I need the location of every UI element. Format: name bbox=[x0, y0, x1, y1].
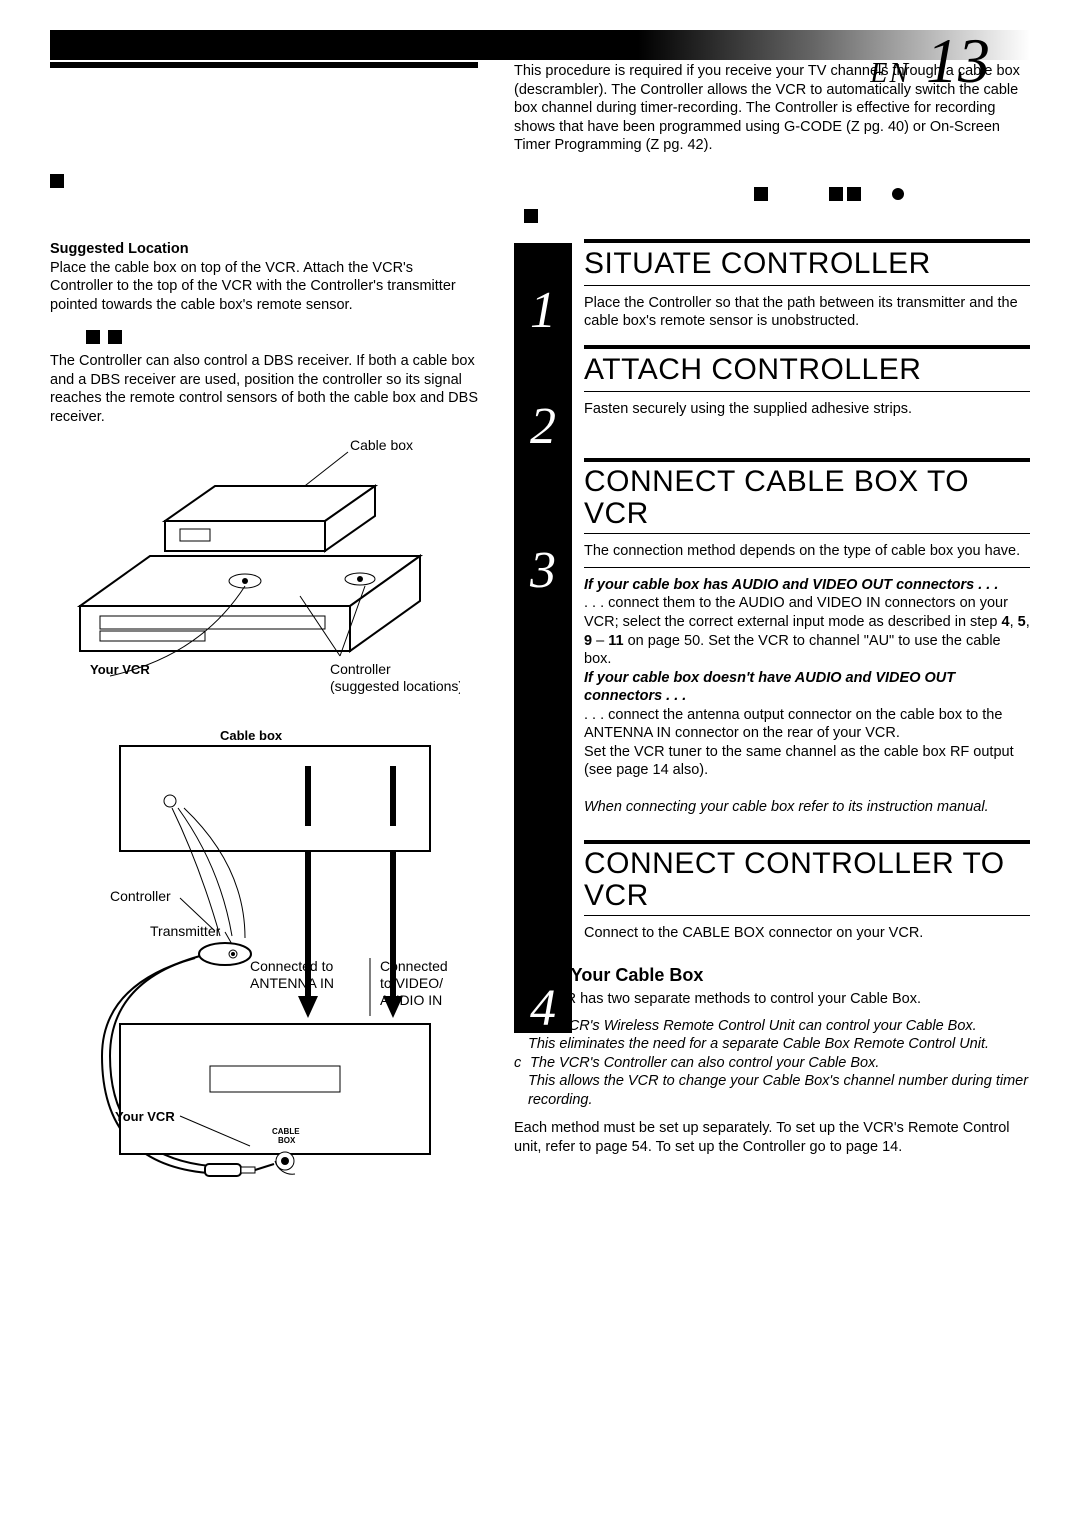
svg-text:Transmitter: Transmitter bbox=[150, 923, 221, 939]
left-column: Suggested Location Place the cable box o… bbox=[50, 62, 478, 1226]
dbs-paragraph: The Controller can also control a DBS re… bbox=[50, 352, 478, 426]
square-icon bbox=[50, 174, 64, 188]
step2-body: Fasten securely using the supplied adhes… bbox=[584, 400, 1030, 419]
dot-icon bbox=[892, 188, 904, 200]
diagram-wiring: Cable box Controller Transmitter C bbox=[50, 726, 460, 1226]
step3-if2: If your cable box doesn't have AUDIO and… bbox=[584, 669, 1030, 706]
svg-text:Connected to: Connected to bbox=[250, 958, 333, 974]
svg-text:(suggested locations): (suggested locations) bbox=[330, 678, 460, 694]
svg-text:Cable box: Cable box bbox=[220, 728, 283, 743]
svg-text:Connected: Connected bbox=[380, 958, 448, 974]
intro-paragraph: This procedure is required if you receiv… bbox=[514, 62, 1030, 155]
header-gradient: EN 13 bbox=[50, 30, 1030, 60]
step3-if1: If your cable box has AUDIO and VIDEO OU… bbox=[584, 576, 1030, 595]
step3-body1: The connection method depends on the typ… bbox=[584, 542, 1030, 561]
svg-text:Controller: Controller bbox=[330, 661, 391, 677]
svg-text:Your VCR: Your VCR bbox=[90, 662, 150, 677]
square-icon bbox=[524, 209, 538, 223]
step3-note: When connecting your cable box refer to … bbox=[584, 798, 1030, 817]
svg-text:BOX: BOX bbox=[278, 1136, 296, 1145]
about-bullet2: c The VCR's Controller can also control … bbox=[514, 1054, 1030, 1110]
step4-body: Connect to the CABLE BOX connector on yo… bbox=[584, 924, 1030, 943]
step1-body: Place the Controller so that the path be… bbox=[584, 294, 1030, 331]
square-icon bbox=[86, 330, 100, 344]
step-number: 4 bbox=[514, 979, 572, 1038]
step-number-strip bbox=[514, 243, 572, 1033]
suggested-location-body: Place the cable box on top of the VCR. A… bbox=[50, 259, 478, 315]
step4-title: CONNECT CONTROLLER TO VCR bbox=[584, 848, 1030, 911]
square-icon bbox=[829, 187, 843, 201]
about-p2: Each method must be set up separately. T… bbox=[514, 1119, 1030, 1156]
svg-text:CABLE: CABLE bbox=[272, 1127, 300, 1136]
step3-if1-body: . . . connect them to the AUDIO and VIDE… bbox=[584, 594, 1030, 668]
step2-title: ATTACH CONTROLLER bbox=[584, 353, 1030, 387]
svg-text:AUDIO IN: AUDIO IN bbox=[380, 992, 442, 1008]
step-number: 1 bbox=[514, 281, 572, 340]
square-icon bbox=[108, 330, 122, 344]
step1-title: SITUATE CONTROLLER bbox=[584, 247, 1030, 281]
svg-text:Controller: Controller bbox=[110, 888, 171, 904]
svg-text:ANTENNA IN: ANTENNA IN bbox=[250, 975, 334, 991]
right-column: This procedure is required if you receiv… bbox=[514, 62, 1030, 1226]
diagram-vcr-cablebox-iso: Cable box Your VCR Controller (sugg bbox=[50, 426, 460, 726]
about-heading: About Your Cable Box bbox=[514, 965, 1030, 986]
svg-text:Cable box: Cable box bbox=[350, 437, 413, 453]
step-number: 3 bbox=[514, 541, 572, 600]
step3-if2-body: . . . connect the antenna output connect… bbox=[584, 706, 1030, 780]
step-number: 2 bbox=[514, 397, 572, 456]
about-p1: This VCR has two separate methods to con… bbox=[514, 990, 1030, 1009]
square-icon bbox=[754, 187, 768, 201]
svg-text:to VIDEO/: to VIDEO/ bbox=[380, 975, 443, 991]
square-icon bbox=[847, 187, 861, 201]
svg-text:Your VCR: Your VCR bbox=[115, 1109, 175, 1124]
step3-title: CONNECT CABLE BOX TO VCR bbox=[584, 466, 1030, 529]
suggested-location-heading: Suggested Location bbox=[50, 240, 478, 259]
about-bullet1: c The VCR's Wireless Remote Control Unit… bbox=[514, 1017, 1030, 1054]
